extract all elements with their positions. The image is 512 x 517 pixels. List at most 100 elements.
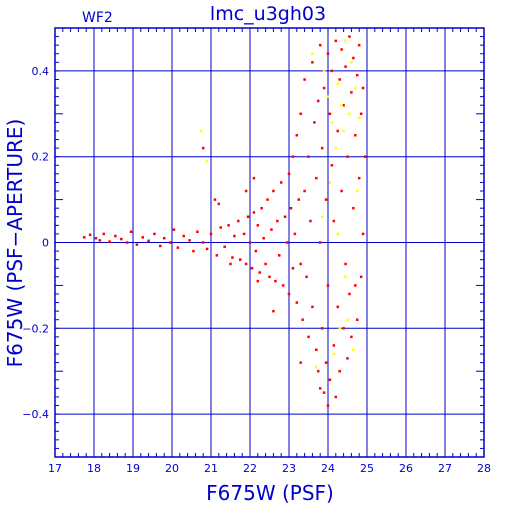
data-point	[330, 121, 334, 124]
data-point	[283, 215, 287, 219]
data-point	[313, 121, 316, 124]
data-point	[340, 189, 343, 193]
data-point	[361, 232, 365, 236]
data-point	[266, 198, 269, 201]
data-point	[287, 292, 291, 296]
data-point	[307, 335, 310, 339]
data-point	[334, 146, 338, 150]
data-point	[326, 404, 330, 407]
data-point	[88, 233, 92, 237]
data-point	[281, 284, 285, 287]
data-point	[270, 228, 273, 231]
y-tick-label: 0.4	[32, 65, 50, 78]
data-point	[315, 176, 318, 180]
data-point	[326, 95, 330, 98]
data-point	[357, 176, 361, 180]
data-point	[278, 254, 281, 257]
data-point	[315, 365, 318, 369]
y-tick-label: 0	[42, 237, 49, 250]
data-point	[256, 224, 260, 227]
data-point	[311, 305, 314, 309]
data-point	[352, 56, 355, 60]
data-point	[338, 78, 341, 81]
data-point	[168, 241, 172, 244]
data-points	[83, 35, 367, 407]
data-point	[239, 258, 242, 261]
data-point	[322, 69, 326, 73]
data-point	[205, 159, 209, 163]
data-point	[108, 240, 111, 243]
data-point	[219, 226, 222, 229]
data-point	[307, 155, 310, 158]
data-point	[328, 378, 332, 382]
x-tick-label: 21	[204, 462, 218, 475]
x-tick-label: 26	[399, 462, 413, 475]
x-tick-label: 18	[87, 462, 101, 475]
data-point	[357, 116, 361, 120]
data-point	[242, 232, 246, 236]
data-point	[348, 112, 351, 116]
data-point	[182, 234, 185, 238]
data-point	[299, 112, 302, 116]
data-point	[330, 69, 334, 73]
data-point	[326, 284, 330, 287]
data-point	[344, 262, 347, 266]
data-point	[320, 215, 324, 219]
data-point	[244, 262, 248, 266]
data-point	[340, 103, 343, 107]
data-point	[258, 271, 261, 274]
data-point	[141, 236, 144, 239]
data-point	[348, 35, 351, 38]
x-tick-label: 24	[321, 462, 335, 475]
data-point	[233, 234, 236, 238]
data-point	[262, 236, 265, 240]
data-point	[299, 361, 302, 364]
data-point	[272, 309, 275, 313]
data-point	[268, 275, 271, 279]
data-point	[336, 305, 339, 309]
data-point	[361, 86, 365, 90]
data-point	[342, 103, 345, 107]
data-point	[311, 61, 314, 64]
data-point	[254, 249, 258, 253]
data-point	[299, 262, 302, 266]
data-point	[322, 86, 326, 90]
y-tick-labels: 0.4 0.2 0 −0.2 −0.4	[22, 65, 49, 421]
data-point	[357, 43, 361, 47]
x-tick-label: 27	[438, 462, 452, 475]
data-point	[318, 241, 322, 244]
data-point	[201, 146, 205, 150]
data-point	[332, 352, 336, 356]
data-point	[162, 236, 166, 240]
data-point	[354, 86, 357, 90]
data-point	[350, 61, 353, 64]
data-point	[205, 247, 209, 251]
data-point	[322, 391, 326, 394]
data-point	[201, 241, 205, 244]
data-point	[102, 232, 105, 236]
data-point	[192, 249, 195, 253]
data-point	[237, 219, 240, 223]
data-point	[346, 357, 349, 360]
chart-subtitle: WF2	[82, 10, 113, 26]
data-point	[356, 73, 359, 77]
data-point	[227, 224, 230, 227]
chart-title: lmc_u3gh03	[210, 3, 326, 25]
data-point	[114, 234, 117, 238]
data-point	[246, 215, 250, 219]
y-tick-label: −0.4	[22, 408, 49, 421]
data-point	[330, 164, 334, 167]
data-point	[272, 189, 275, 193]
data-point	[252, 211, 256, 214]
data-point	[188, 239, 191, 242]
axis-ticks	[54, 27, 485, 458]
data-point	[336, 129, 339, 133]
data-point	[324, 361, 328, 364]
data-point	[176, 246, 180, 249]
data-point	[344, 39, 347, 43]
data-point	[295, 134, 299, 137]
data-point	[352, 348, 355, 351]
data-point	[153, 232, 156, 236]
data-point	[332, 219, 336, 223]
